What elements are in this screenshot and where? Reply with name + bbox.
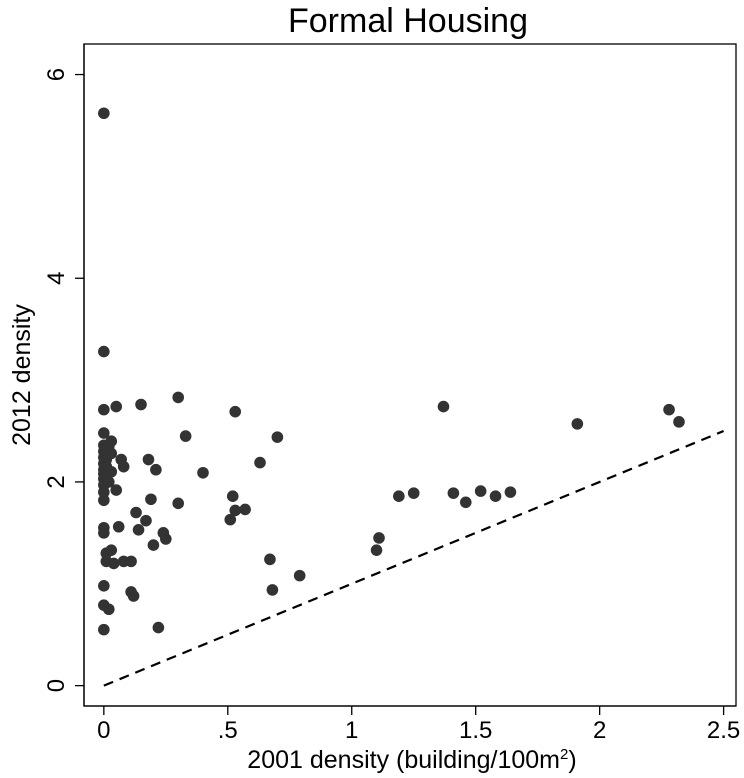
data-point xyxy=(264,553,276,566)
data-point xyxy=(98,494,110,507)
data-point xyxy=(254,456,266,469)
reference-line xyxy=(103,429,725,687)
data-point xyxy=(504,486,517,498)
data-point xyxy=(571,418,584,430)
x-axis-title: 2001 density (building/100m2) xyxy=(247,746,576,774)
data-point xyxy=(110,400,123,413)
x-tick-label: 0 xyxy=(97,717,110,744)
data-point xyxy=(474,485,487,497)
data-point xyxy=(98,345,110,358)
data-point xyxy=(489,490,502,502)
chart-title: Formal Housing xyxy=(288,2,528,40)
data-point xyxy=(112,520,125,533)
data-point xyxy=(197,466,209,479)
data-point xyxy=(437,400,450,413)
data-point xyxy=(142,453,155,466)
data-point xyxy=(130,506,142,519)
data-point xyxy=(172,391,185,404)
y-tick-label: 0 xyxy=(43,679,70,692)
data-point xyxy=(102,476,115,488)
data-point xyxy=(98,527,110,539)
data-point xyxy=(140,514,152,527)
data-point xyxy=(147,539,160,551)
data-point xyxy=(105,465,118,478)
data-point xyxy=(373,532,385,544)
data-point xyxy=(150,463,162,476)
y-tick-label: 4 xyxy=(43,272,70,285)
data-point xyxy=(239,503,251,516)
data-point xyxy=(370,544,383,556)
data-point xyxy=(98,427,110,439)
data-point xyxy=(673,416,685,428)
x-tick-label: .5 xyxy=(218,717,238,744)
data-point xyxy=(145,493,157,506)
data-point xyxy=(98,623,110,636)
data-point xyxy=(152,621,165,634)
x-tick-label: 2 xyxy=(593,717,606,744)
data-point xyxy=(102,603,115,616)
data-point xyxy=(107,557,120,570)
y-axis: 0 2 4 6 xyxy=(43,44,85,706)
data-point xyxy=(160,533,172,545)
y-tick-label: 6 xyxy=(43,68,70,81)
data-point xyxy=(226,490,239,502)
data-point xyxy=(98,403,110,416)
data-point xyxy=(229,405,242,418)
y-axis-title: 2012 density xyxy=(8,304,36,446)
data-point xyxy=(105,447,118,460)
data-points xyxy=(98,107,685,636)
data-point xyxy=(266,584,279,596)
data-point xyxy=(105,544,118,556)
x-tick-label: 1 xyxy=(345,717,358,744)
data-point xyxy=(132,524,145,536)
data-point xyxy=(459,496,472,509)
data-point xyxy=(271,431,284,443)
data-point xyxy=(407,487,420,499)
data-point xyxy=(224,513,237,526)
plot-area xyxy=(83,43,737,707)
x-tick-label: 1.5 xyxy=(459,717,492,744)
x-axis: 0 .5 1 1.5 2 2.5 xyxy=(84,705,740,744)
data-point xyxy=(293,569,306,582)
x-tick-label: 2.5 xyxy=(707,717,740,744)
data-point xyxy=(172,497,185,510)
data-point xyxy=(135,398,147,411)
data-point xyxy=(98,107,110,120)
plot-frame xyxy=(83,43,737,707)
data-point xyxy=(98,580,110,592)
data-point xyxy=(393,490,405,502)
data-point xyxy=(447,487,460,499)
y-tick-label: 2 xyxy=(43,475,70,488)
data-point xyxy=(179,430,192,442)
data-point xyxy=(117,460,130,473)
data-point xyxy=(229,504,242,517)
data-point xyxy=(98,486,110,498)
data-point xyxy=(125,555,137,568)
data-point xyxy=(110,484,123,496)
data-point xyxy=(663,403,675,416)
data-point xyxy=(127,590,140,602)
data-point xyxy=(105,435,118,448)
